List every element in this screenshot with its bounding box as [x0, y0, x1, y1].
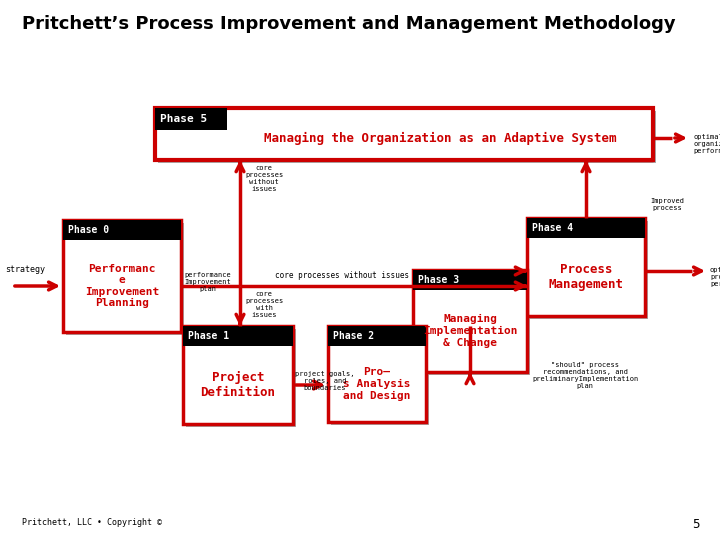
Text: Project
Definition: Project Definition	[200, 371, 276, 399]
Text: Phase 2: Phase 2	[333, 331, 374, 341]
Text: Pritchett’s Process Improvement and Management Methodology: Pritchett’s Process Improvement and Mana…	[22, 15, 675, 33]
Bar	[66, 223, 184, 335]
Text: Phase 4: Phase 4	[532, 223, 573, 233]
Text: Phase 5: Phase 5	[160, 114, 207, 124]
Bar	[155, 108, 227, 130]
Text: core
processes
with
issues: core processes with issues	[245, 291, 283, 318]
Bar	[413, 270, 527, 372]
Bar	[63, 220, 181, 240]
Bar	[413, 270, 527, 290]
Bar	[328, 326, 426, 422]
Text: optimal
process
performance: optimal process performance	[710, 267, 720, 287]
Bar	[527, 218, 645, 238]
Text: Performanc
e
Improvement
Planning: Performanc e Improvement Planning	[85, 264, 159, 308]
Text: Pro–
s Analysis
and Design: Pro– s Analysis and Design	[343, 367, 410, 401]
Bar	[527, 218, 645, 316]
Text: 5: 5	[693, 518, 700, 531]
Bar	[63, 220, 181, 332]
Bar	[186, 329, 296, 427]
Text: Phase 1: Phase 1	[188, 331, 229, 341]
Text: Managing
Implementation
& Change: Managing Implementation & Change	[423, 314, 517, 348]
Text: core
processes
without
issues: core processes without issues	[245, 165, 283, 192]
Text: Process
Management: Process Management	[549, 263, 624, 291]
Bar	[331, 329, 429, 425]
Bar	[183, 326, 293, 424]
Text: Phase 0: Phase 0	[68, 225, 109, 235]
Text: project goals,
roles, and
boundaries: project goals, roles, and boundaries	[295, 371, 354, 391]
Bar	[183, 326, 293, 346]
Text: core processes without issues: core processes without issues	[275, 271, 409, 280]
Bar	[328, 326, 426, 346]
Text: Improved
process: Improved process	[650, 198, 684, 211]
Text: performance
Improvement
plan: performance Improvement plan	[184, 272, 230, 292]
Bar	[416, 273, 530, 375]
Text: Pritchett, LLC • Copyright ©: Pritchett, LLC • Copyright ©	[22, 518, 162, 527]
Text: strategy: strategy	[5, 265, 45, 274]
Bar	[155, 108, 653, 160]
Text: Phase 3: Phase 3	[418, 275, 459, 285]
Text: Managing the Organization as an Adaptive System: Managing the Organization as an Adaptive…	[264, 131, 616, 145]
Bar	[530, 221, 648, 319]
Bar	[158, 111, 656, 163]
Text: optimal
organization
performance: optimal organization performance	[693, 134, 720, 154]
Text: "should" process
recommendations, and
preliminaryImplementation
plan: "should" process recommendations, and pr…	[532, 362, 638, 389]
